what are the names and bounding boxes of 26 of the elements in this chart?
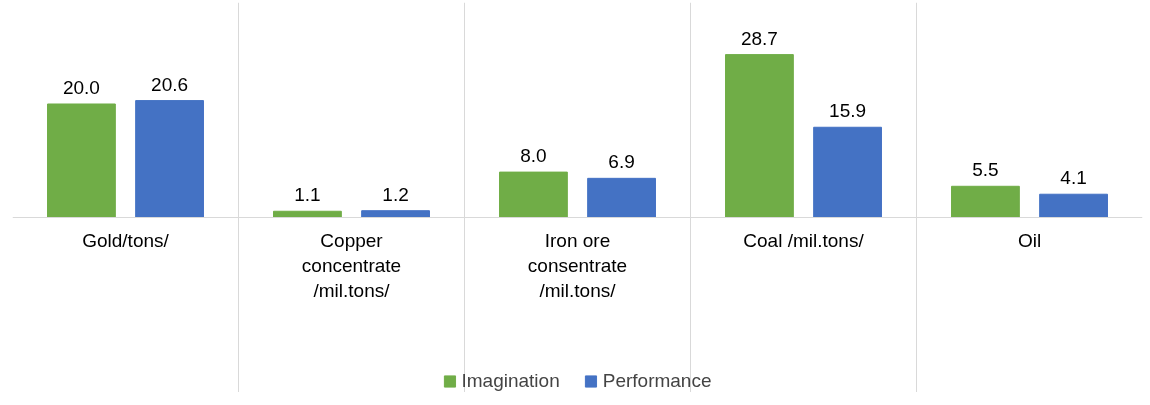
bar bbox=[725, 54, 794, 218]
data-label: 1.1 bbox=[294, 184, 321, 206]
data-label: 4.1 bbox=[1060, 167, 1087, 189]
bar bbox=[361, 210, 430, 218]
data-label: 1.2 bbox=[382, 183, 409, 205]
legend-label: Performance bbox=[602, 370, 712, 392]
bar bbox=[951, 185, 1020, 218]
data-label: 5.5 bbox=[972, 159, 999, 181]
x-tick-label: Copper concentrate /mil.tons/ bbox=[301, 229, 402, 301]
data-label: 8.0 bbox=[520, 145, 547, 167]
x-tick-label: Oil bbox=[1017, 229, 1042, 251]
bar bbox=[813, 126, 882, 218]
x-tick-label: Iron ore consentrate /mil.tons/ bbox=[527, 229, 628, 301]
x-tick-label: Gold/tons/ bbox=[82, 229, 170, 251]
data-label: 20.0 bbox=[62, 77, 100, 98]
data-label: 28.7 bbox=[740, 27, 778, 49]
bar bbox=[499, 171, 568, 218]
data-label: 15.9 bbox=[829, 100, 867, 122]
bar bbox=[135, 100, 204, 218]
legend-label: Imagination bbox=[461, 370, 560, 392]
data-label: 20.6 bbox=[151, 73, 189, 95]
bar bbox=[47, 103, 116, 218]
bar bbox=[587, 177, 656, 218]
x-tick-label: Coal /mil.tons/ bbox=[743, 229, 865, 251]
bar bbox=[1039, 193, 1108, 218]
data-label: 6.9 bbox=[608, 151, 635, 173]
